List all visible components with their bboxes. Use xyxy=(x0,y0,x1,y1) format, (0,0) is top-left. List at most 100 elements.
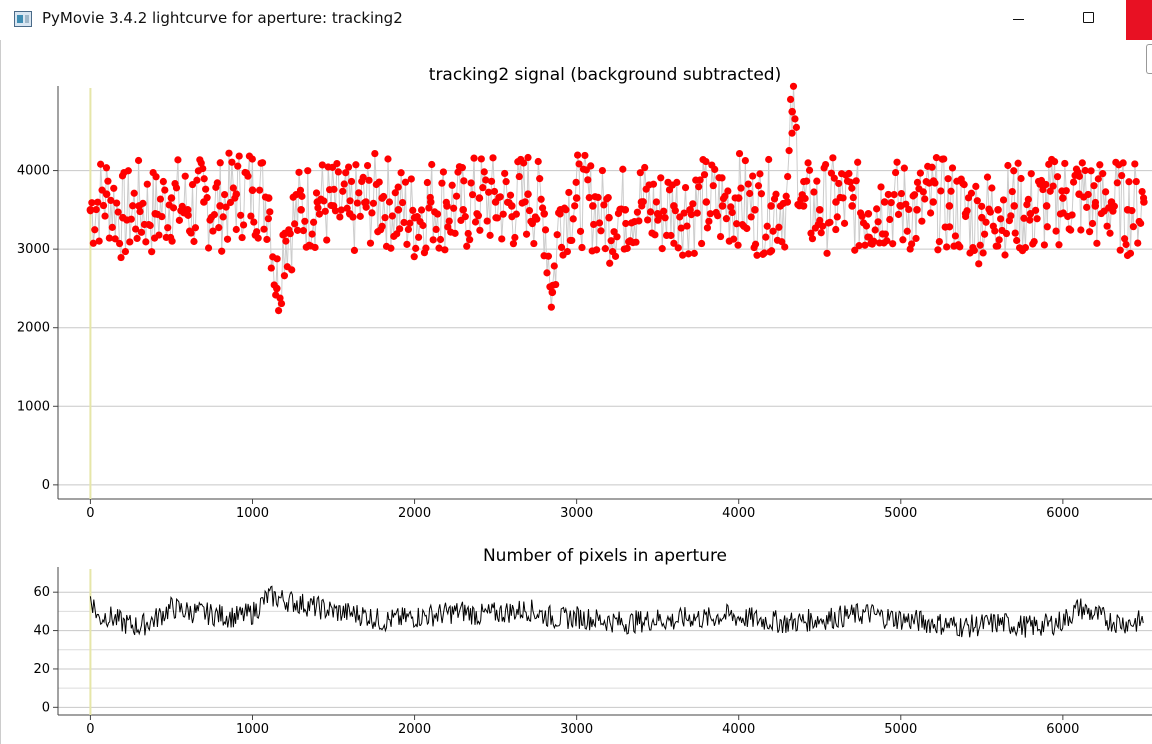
signal-point xyxy=(406,219,414,227)
signal-point xyxy=(1007,212,1015,220)
signal-point xyxy=(191,224,200,232)
signal-point xyxy=(487,177,496,185)
signal-point xyxy=(714,212,722,220)
signal-connector xyxy=(854,180,857,251)
signal-point xyxy=(104,177,112,185)
signal-point xyxy=(1068,211,1076,219)
signal-point xyxy=(350,246,359,254)
minimize-button[interactable] xyxy=(996,0,1042,40)
signal-connector xyxy=(213,187,217,215)
signal-point xyxy=(791,115,799,123)
signal-point xyxy=(571,202,579,210)
x-tick-label: 3000 xyxy=(560,722,593,737)
signal-connector xyxy=(425,182,428,249)
signal-point xyxy=(321,207,329,215)
signal-point xyxy=(1081,166,1089,175)
signal-point xyxy=(622,219,630,228)
signal-point xyxy=(200,175,208,183)
signal-connector xyxy=(822,167,825,227)
signal-point xyxy=(956,243,964,251)
signal-anchor-point xyxy=(200,198,208,206)
signal-point xyxy=(92,205,100,214)
signal-anchor-point xyxy=(572,194,581,202)
signal-point xyxy=(137,228,146,236)
signal-connector xyxy=(221,216,224,252)
signal-point xyxy=(1103,222,1111,230)
signal-point xyxy=(190,237,198,246)
window-border xyxy=(0,40,1,744)
signal-point xyxy=(1042,180,1050,189)
signal-connector xyxy=(410,178,414,211)
x-tick-label: 6000 xyxy=(1046,722,1079,737)
signal-point xyxy=(260,225,268,233)
signal-point xyxy=(786,95,795,104)
resize-handle[interactable] xyxy=(1146,44,1152,74)
signal-point xyxy=(680,209,688,217)
signal-anchor-point xyxy=(86,206,95,214)
signal-connector xyxy=(709,165,713,214)
close-button[interactable] xyxy=(1126,0,1152,40)
signal-point xyxy=(830,174,838,182)
signal-point xyxy=(1131,160,1139,168)
signal-point xyxy=(174,156,182,164)
signal-point xyxy=(1088,219,1097,228)
signal-anchor-point xyxy=(508,202,516,210)
signal-connector xyxy=(1084,170,1088,208)
signal-point xyxy=(429,236,437,244)
signal-point xyxy=(572,178,580,186)
signal-point xyxy=(381,214,389,222)
signal-point xyxy=(244,172,252,180)
signal-point xyxy=(918,217,926,225)
signal-connector xyxy=(492,157,495,192)
signal-connector xyxy=(559,213,563,248)
signal-point xyxy=(852,177,860,185)
signal-point xyxy=(693,209,701,217)
signal-point xyxy=(574,151,582,159)
signal-point xyxy=(172,184,181,192)
signal-point xyxy=(674,244,682,252)
signal-point xyxy=(724,187,732,195)
maximize-button[interactable] xyxy=(1066,0,1112,40)
signal-point xyxy=(1126,249,1135,257)
signal-point xyxy=(228,158,236,166)
signal-anchor-point xyxy=(702,198,711,206)
y-tick-label: 2000 xyxy=(17,321,50,336)
signal-connector xyxy=(744,160,748,229)
window-title: PyMovie 3.4.2 lightcurve for aperture: t… xyxy=(42,9,403,27)
signal-point xyxy=(232,225,240,234)
signal-point xyxy=(509,240,518,248)
signal-anchor-point xyxy=(1010,202,1019,210)
plot-title: Number of pixels in aperture xyxy=(483,546,727,566)
signal-point xyxy=(298,192,306,200)
signal-point xyxy=(840,219,849,227)
signal-anchor-point xyxy=(426,198,435,206)
signal-point xyxy=(718,174,726,182)
signal-point xyxy=(423,178,431,187)
signal-point xyxy=(1008,187,1016,196)
signal-point xyxy=(980,230,989,238)
signal-point xyxy=(479,184,487,192)
signal-point xyxy=(499,210,507,218)
signal-point xyxy=(266,208,274,216)
signal-point xyxy=(667,231,675,240)
signal-connector xyxy=(388,201,392,249)
signal-point xyxy=(757,190,766,198)
signal-point xyxy=(711,165,719,173)
signal-point xyxy=(646,208,655,216)
signal-plot[interactable]: tracking2 signal (background subtracted)… xyxy=(0,50,1152,530)
pixel-count-plot[interactable]: Number of pixels in aperture 0 20 40 60 0 1000… xyxy=(0,540,1152,744)
signal-point xyxy=(254,234,262,242)
signal-point xyxy=(1026,216,1034,224)
signal-point xyxy=(280,272,289,280)
signal-point xyxy=(1096,161,1104,169)
signal-point xyxy=(1102,188,1110,196)
signal-connector xyxy=(696,186,700,214)
signal-anchor-point xyxy=(313,198,322,206)
y-tick-label: 40 xyxy=(33,624,50,639)
signal-point xyxy=(569,215,577,223)
signal-point xyxy=(947,187,955,195)
signal-connector xyxy=(1135,181,1139,244)
signal-connector xyxy=(514,214,517,238)
x-tick-label: 5000 xyxy=(884,722,917,737)
signal-point xyxy=(213,179,221,187)
